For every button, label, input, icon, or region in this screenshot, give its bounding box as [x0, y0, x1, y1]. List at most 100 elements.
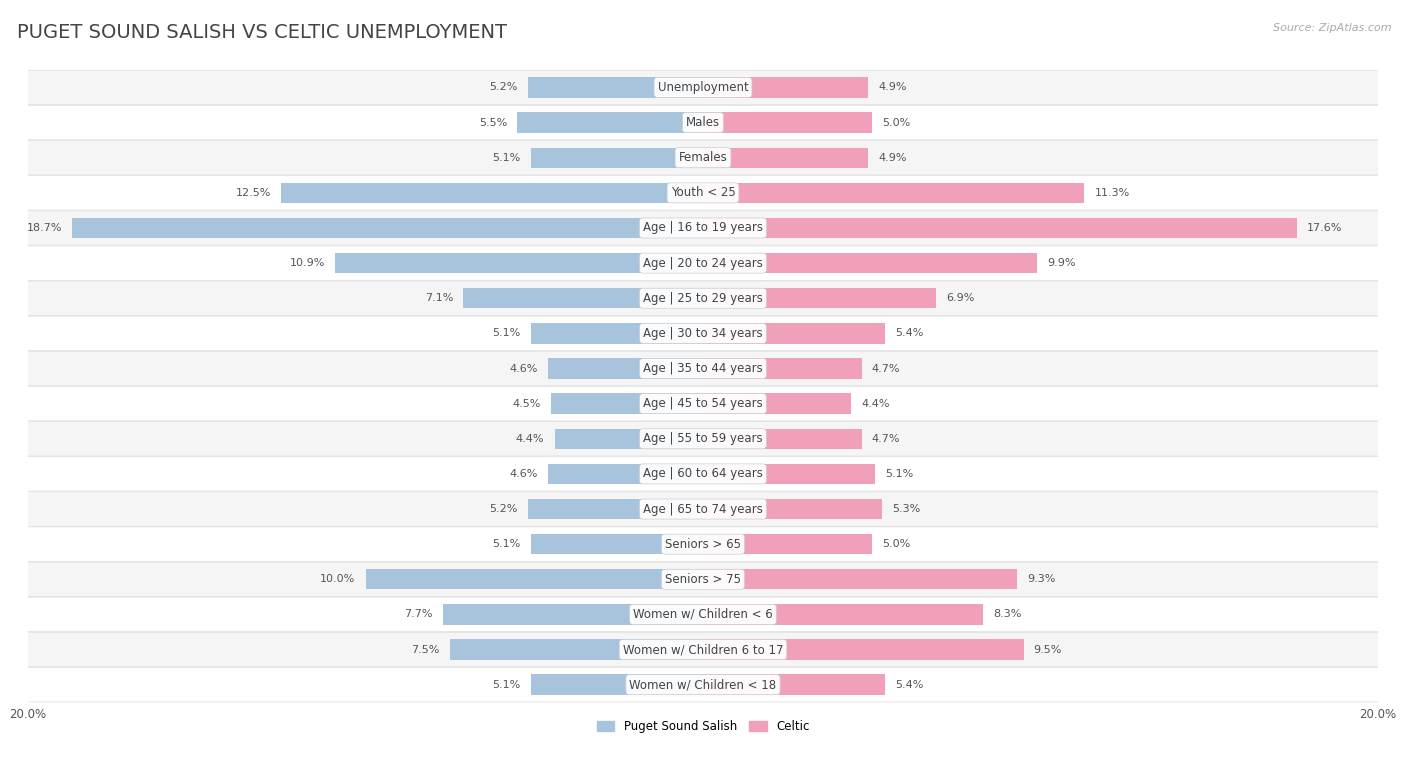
- Bar: [281, 182, 703, 203]
- Bar: [703, 394, 852, 414]
- FancyBboxPatch shape: [28, 105, 1378, 140]
- Text: Youth < 25: Youth < 25: [671, 186, 735, 199]
- Text: 18.7%: 18.7%: [27, 223, 62, 233]
- Bar: [443, 604, 703, 625]
- FancyBboxPatch shape: [28, 456, 1378, 491]
- Bar: [703, 253, 1038, 273]
- FancyBboxPatch shape: [28, 492, 1378, 526]
- FancyBboxPatch shape: [28, 351, 1378, 386]
- Text: 5.3%: 5.3%: [891, 504, 920, 514]
- FancyBboxPatch shape: [28, 70, 1378, 104]
- Text: 5.1%: 5.1%: [492, 329, 520, 338]
- FancyBboxPatch shape: [28, 141, 1378, 175]
- Text: Women w/ Children 6 to 17: Women w/ Children 6 to 17: [623, 643, 783, 656]
- Bar: [703, 428, 862, 449]
- Text: 10.9%: 10.9%: [290, 258, 325, 268]
- Bar: [531, 674, 703, 695]
- FancyBboxPatch shape: [28, 562, 1378, 597]
- Text: Age | 65 to 74 years: Age | 65 to 74 years: [643, 503, 763, 516]
- FancyBboxPatch shape: [28, 527, 1378, 562]
- Text: Age | 20 to 24 years: Age | 20 to 24 years: [643, 257, 763, 269]
- Legend: Puget Sound Salish, Celtic: Puget Sound Salish, Celtic: [596, 720, 810, 733]
- Text: 9.5%: 9.5%: [1033, 644, 1062, 655]
- Text: 5.4%: 5.4%: [896, 680, 924, 690]
- Bar: [531, 534, 703, 554]
- Text: Seniors > 75: Seniors > 75: [665, 573, 741, 586]
- Bar: [527, 499, 703, 519]
- Bar: [72, 218, 703, 238]
- Bar: [366, 569, 703, 590]
- Bar: [335, 253, 703, 273]
- Text: 5.1%: 5.1%: [492, 680, 520, 690]
- Bar: [703, 218, 1296, 238]
- Text: Age | 35 to 44 years: Age | 35 to 44 years: [643, 362, 763, 375]
- Text: 6.9%: 6.9%: [946, 293, 974, 304]
- Text: 4.6%: 4.6%: [509, 363, 537, 373]
- Text: 4.7%: 4.7%: [872, 434, 900, 444]
- Text: 10.0%: 10.0%: [321, 575, 356, 584]
- Text: 5.4%: 5.4%: [896, 329, 924, 338]
- Text: 11.3%: 11.3%: [1094, 188, 1129, 198]
- Text: Unemployment: Unemployment: [658, 81, 748, 94]
- FancyBboxPatch shape: [28, 597, 1378, 631]
- Text: 4.4%: 4.4%: [862, 399, 890, 409]
- Text: 8.3%: 8.3%: [993, 609, 1022, 619]
- Text: Source: ZipAtlas.com: Source: ZipAtlas.com: [1274, 23, 1392, 33]
- Text: Age | 55 to 59 years: Age | 55 to 59 years: [643, 432, 763, 445]
- Text: 4.4%: 4.4%: [516, 434, 544, 444]
- Text: 12.5%: 12.5%: [236, 188, 271, 198]
- Text: 4.7%: 4.7%: [872, 363, 900, 373]
- Bar: [554, 428, 703, 449]
- Bar: [703, 640, 1024, 660]
- Bar: [548, 464, 703, 484]
- Bar: [450, 640, 703, 660]
- FancyBboxPatch shape: [28, 176, 1378, 210]
- FancyBboxPatch shape: [28, 668, 1378, 702]
- FancyBboxPatch shape: [28, 246, 1378, 280]
- Bar: [703, 534, 872, 554]
- Bar: [517, 112, 703, 132]
- Text: 5.2%: 5.2%: [489, 83, 517, 92]
- Text: Males: Males: [686, 116, 720, 129]
- Text: 5.1%: 5.1%: [886, 469, 914, 479]
- Text: Women w/ Children < 18: Women w/ Children < 18: [630, 678, 776, 691]
- Text: PUGET SOUND SALISH VS CELTIC UNEMPLOYMENT: PUGET SOUND SALISH VS CELTIC UNEMPLOYMEN…: [17, 23, 508, 42]
- Bar: [703, 182, 1084, 203]
- FancyBboxPatch shape: [28, 281, 1378, 316]
- Text: Age | 25 to 29 years: Age | 25 to 29 years: [643, 291, 763, 305]
- Text: 4.9%: 4.9%: [879, 153, 907, 163]
- FancyBboxPatch shape: [28, 386, 1378, 421]
- Bar: [703, 77, 869, 98]
- FancyBboxPatch shape: [28, 632, 1378, 667]
- FancyBboxPatch shape: [28, 316, 1378, 350]
- Text: 7.5%: 7.5%: [412, 644, 440, 655]
- Bar: [703, 674, 886, 695]
- Text: 4.5%: 4.5%: [513, 399, 541, 409]
- Text: 7.1%: 7.1%: [425, 293, 453, 304]
- Bar: [531, 323, 703, 344]
- Text: 5.1%: 5.1%: [492, 539, 520, 549]
- Text: Age | 16 to 19 years: Age | 16 to 19 years: [643, 222, 763, 235]
- Bar: [703, 323, 886, 344]
- Text: 9.3%: 9.3%: [1026, 575, 1056, 584]
- Text: Age | 60 to 64 years: Age | 60 to 64 years: [643, 467, 763, 481]
- Text: 4.9%: 4.9%: [879, 83, 907, 92]
- Bar: [703, 569, 1017, 590]
- Text: 9.9%: 9.9%: [1047, 258, 1076, 268]
- Bar: [551, 394, 703, 414]
- Text: 17.6%: 17.6%: [1308, 223, 1343, 233]
- Text: 5.1%: 5.1%: [492, 153, 520, 163]
- Text: 5.5%: 5.5%: [479, 117, 508, 128]
- Bar: [703, 112, 872, 132]
- FancyBboxPatch shape: [28, 422, 1378, 456]
- Bar: [703, 358, 862, 378]
- Text: 5.0%: 5.0%: [882, 117, 910, 128]
- Bar: [527, 77, 703, 98]
- Bar: [703, 464, 875, 484]
- Text: Females: Females: [679, 151, 727, 164]
- Text: 5.0%: 5.0%: [882, 539, 910, 549]
- Bar: [703, 288, 936, 308]
- Text: Age | 30 to 34 years: Age | 30 to 34 years: [643, 327, 763, 340]
- Text: Seniors > 65: Seniors > 65: [665, 537, 741, 550]
- Bar: [548, 358, 703, 378]
